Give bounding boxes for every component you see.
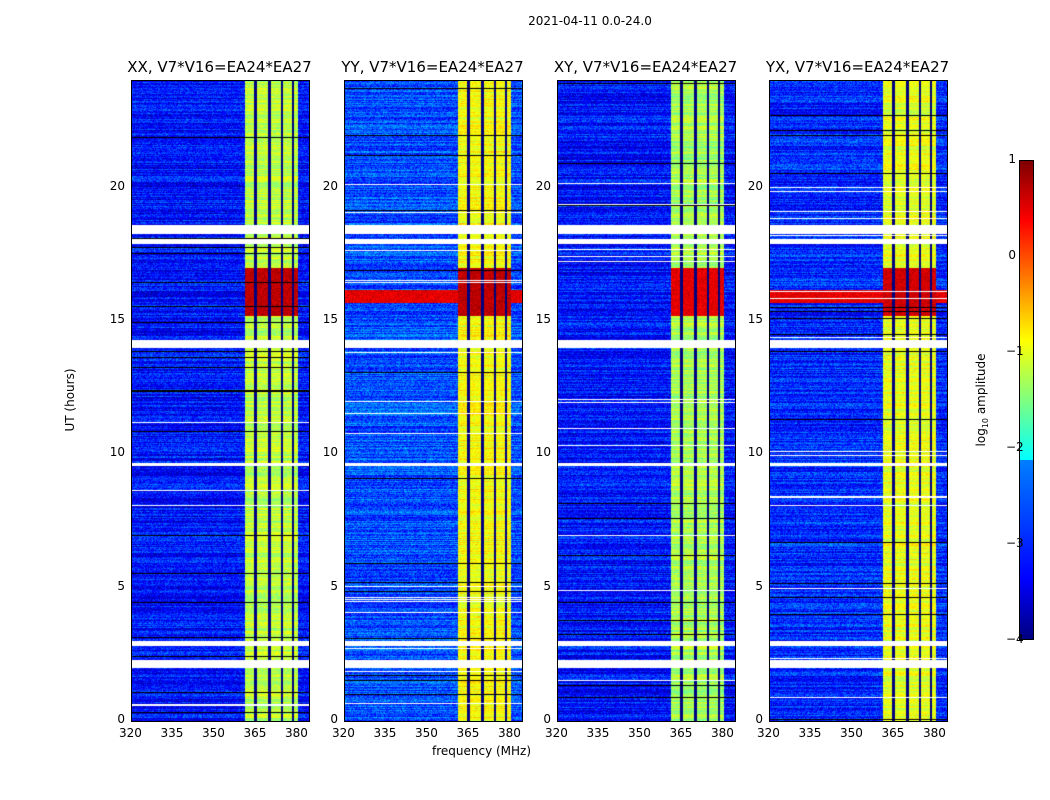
x-tick-label: 380 [497, 726, 521, 740]
x-tick-label: 350 [839, 726, 863, 740]
panel-3: XY, V7*V16=EA24*EA27 320 335 350 365 380 0 5 10 1… [536, 58, 737, 740]
y-tick-label: 5 [543, 578, 551, 593]
x-tick-label: 320 [119, 726, 142, 740]
y-tick-label: 20 [747, 178, 763, 193]
x-tick-label: 335 [373, 726, 397, 740]
x-tick-label: 335 [586, 726, 610, 740]
colorbar-tick-label: −3 [1006, 536, 1024, 550]
waterfall-heatmap [557, 80, 736, 722]
waterfall-heatmap [131, 80, 310, 722]
panel-title: XX, V7*V16=EA24*EA27 [127, 58, 312, 76]
y-tick-label: 10 [109, 445, 125, 460]
panel-title: YY, V7*V16=EA24*EA27 [341, 58, 524, 76]
panel-title: XY, V7*V16=EA24*EA27 [553, 58, 738, 76]
panel-4: YX, V7*V16=EA24*EA27 320 335 350 365 380 0 5 10 1… [748, 58, 949, 740]
y-tick-label: 15 [109, 312, 125, 326]
x-tick-label: 365 [669, 726, 693, 740]
y-tick-label: 15 [747, 312, 763, 326]
x-tick-label: 350 [414, 726, 438, 740]
colorbar-tick-label: 0 [1008, 248, 1016, 262]
x-tick-label: 350 [201, 726, 225, 740]
x-tick-label: 365 [243, 726, 267, 740]
y-tick-label: 20 [109, 178, 125, 193]
y-tick-label: 10 [535, 445, 551, 460]
colorbar-tick-label: −1 [1006, 344, 1024, 358]
y-tick-label: 0 [117, 712, 125, 726]
panel-1: XX, V7*V16=EA24*EA27 320 335 350 365 380 0 5 10 1… [110, 58, 312, 740]
x-tick-label: 380 [710, 726, 734, 740]
colorbar-tick-label: −2 [1006, 440, 1024, 454]
y-axis-label: UT (hours) [63, 368, 77, 432]
x-tick-label: 320 [757, 726, 780, 740]
colorbar-tick-label: 1 [1008, 152, 1016, 166]
colorbar-label: log10 amplitude [973, 353, 991, 447]
y-tick-label: 10 [322, 445, 338, 460]
panel-2: YY, V7*V16=EA24*EA27 320 335 350 365 380 0 5 10 1… [323, 58, 524, 740]
y-tick-label: 15 [535, 312, 551, 326]
panel-title: YX, V7*V16=EA24*EA27 [765, 58, 950, 76]
x-axis-label: frequency (MHz) [432, 744, 532, 758]
colorbar-tick-label: −4 [1006, 632, 1024, 646]
figure-title: 2021-04-11 0.0-24.0 [528, 14, 652, 28]
x-tick-label: 365 [881, 726, 905, 740]
y-tick-label: 10 [747, 445, 763, 460]
waterfall-heatmap [344, 80, 523, 722]
y-tick-label: 5 [755, 578, 763, 593]
x-tick-label: 335 [798, 726, 822, 740]
y-tick-label: 0 [755, 712, 763, 726]
y-tick-label: 0 [330, 712, 338, 726]
waterfall-heatmap [769, 80, 948, 722]
y-tick-label: 5 [117, 578, 125, 593]
y-tick-label: 15 [322, 312, 338, 326]
y-tick-label: 0 [543, 712, 551, 726]
x-tick-label: 380 [922, 726, 946, 740]
y-tick-label: 5 [330, 578, 338, 593]
x-tick-label: 350 [627, 726, 651, 740]
x-tick-label: 335 [160, 726, 184, 740]
y-tick-label: 20 [535, 178, 551, 193]
y-tick-label: 20 [322, 178, 338, 193]
colorbar [1019, 160, 1034, 640]
x-tick-label: 380 [284, 726, 308, 740]
x-tick-label: 365 [456, 726, 480, 740]
x-tick-label: 320 [545, 726, 568, 740]
x-tick-label: 320 [332, 726, 355, 740]
